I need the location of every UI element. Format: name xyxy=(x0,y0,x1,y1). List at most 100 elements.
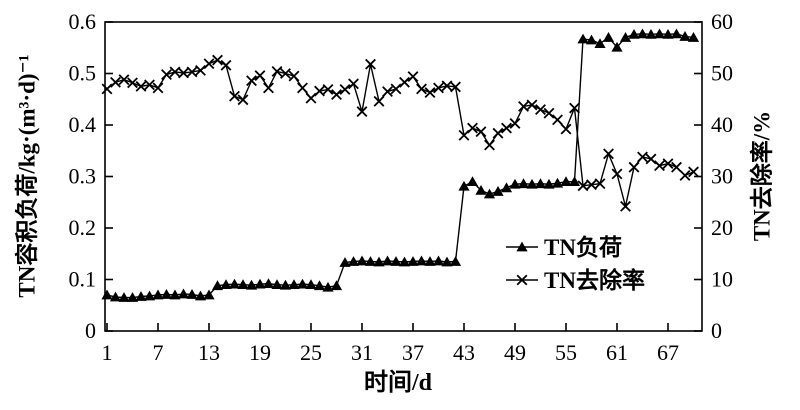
x-marker xyxy=(637,151,648,163)
x-tick-label: 25 xyxy=(300,340,322,365)
x-marker xyxy=(237,94,249,106)
triangle-marker xyxy=(296,278,309,289)
triangle-marker xyxy=(441,256,453,267)
x-tick-label: 31 xyxy=(351,340,373,365)
triangle-marker xyxy=(407,256,419,266)
triangle-marker xyxy=(313,280,326,291)
x-marker xyxy=(322,84,334,95)
x-marker xyxy=(127,77,138,89)
x-marker xyxy=(458,129,470,141)
y-axis-title-left: TN容积负荷/kg·(m³·d)⁻¹ xyxy=(14,54,40,298)
legend-label-tn-load: TN负荷 xyxy=(544,235,622,260)
axis-ticks xyxy=(105,21,702,332)
x-marker xyxy=(679,170,691,181)
x-marker xyxy=(569,102,580,114)
triangle-marker xyxy=(653,28,666,39)
y-left-tick-label: 0.6 xyxy=(69,9,97,34)
x-marker xyxy=(348,78,359,90)
x-marker xyxy=(484,139,495,151)
triangle-marker xyxy=(364,256,377,266)
triangle-marker xyxy=(347,256,360,266)
x-marker xyxy=(501,122,512,134)
triangle-marker xyxy=(211,280,224,291)
x-marker xyxy=(271,66,283,77)
y-right-tick-label: 10 xyxy=(711,267,733,292)
triangle-marker xyxy=(398,256,411,267)
triangle-marker xyxy=(305,279,317,290)
x-tick-label: 49 xyxy=(504,340,526,365)
x-marker xyxy=(220,59,232,71)
triangle-marker xyxy=(279,279,292,290)
x-tick-label: 55 xyxy=(555,340,577,365)
x-marker xyxy=(603,148,614,160)
triangle-marker xyxy=(245,279,258,290)
x-marker xyxy=(246,75,257,87)
triangle-marker xyxy=(339,257,351,267)
triangle-marker xyxy=(126,292,139,302)
y-right-tick-label: 50 xyxy=(711,61,733,86)
x-marker xyxy=(518,101,529,112)
x-marker xyxy=(331,89,342,101)
x-marker xyxy=(186,66,198,78)
triangle-marker xyxy=(594,38,606,49)
x-marker xyxy=(560,123,572,135)
triangle-marker xyxy=(466,176,479,187)
x-marker xyxy=(450,81,461,93)
triangle-marker xyxy=(220,279,232,290)
triangle-marker xyxy=(509,178,521,189)
triangle-marker xyxy=(492,186,504,196)
triangle-marker xyxy=(619,32,632,42)
x-marker xyxy=(305,92,317,104)
triangle-marker xyxy=(449,256,462,266)
triangle-marker xyxy=(526,178,538,189)
triangle-marker xyxy=(322,281,334,292)
triangle-marker xyxy=(636,28,649,39)
series-line xyxy=(106,33,694,299)
triangle-marker xyxy=(500,182,513,193)
x-marker xyxy=(144,79,155,91)
triangle-marker xyxy=(432,255,445,266)
y-right-tick-label: 60 xyxy=(711,9,733,34)
triangle-marker xyxy=(662,28,674,39)
triangle-marker xyxy=(356,255,368,266)
triangle-marker xyxy=(135,291,147,301)
x-marker xyxy=(433,82,444,94)
triangle-marker xyxy=(483,188,496,199)
triangle-marker xyxy=(390,256,402,266)
x-marker xyxy=(516,274,528,286)
x-tick-label: 37 xyxy=(402,340,424,365)
x-marker xyxy=(161,69,172,80)
x-marker xyxy=(526,99,538,111)
x-marker xyxy=(365,58,376,70)
x-axis-title: 时间/d xyxy=(363,370,433,396)
x-marker xyxy=(611,168,623,180)
x-marker xyxy=(475,126,487,138)
x-marker xyxy=(467,122,478,134)
x-marker xyxy=(212,54,223,66)
x-marker xyxy=(373,95,385,107)
x-marker xyxy=(118,74,130,86)
x-marker xyxy=(671,161,682,173)
series-tn-load xyxy=(101,28,700,302)
x-tick-label: 19 xyxy=(249,340,271,365)
x-marker xyxy=(135,80,147,92)
legend: TN负荷 TN去除率 xyxy=(506,235,645,293)
x-marker xyxy=(594,178,606,190)
x-marker xyxy=(552,114,563,126)
triangle-marker xyxy=(143,290,156,301)
series-tn-removal xyxy=(101,54,699,212)
triangle-marker xyxy=(551,177,564,188)
triangle-marker xyxy=(679,31,691,41)
triangle-marker xyxy=(109,291,122,302)
triangle-marker xyxy=(262,278,275,289)
x-marker xyxy=(101,83,113,95)
y-left-tick-label: 0.4 xyxy=(69,112,97,137)
x-marker xyxy=(356,106,368,118)
y-left-tick-label: 0.1 xyxy=(69,267,97,292)
x-marker xyxy=(654,160,665,172)
x-tick-label: 43 xyxy=(453,340,475,365)
x-marker xyxy=(535,104,546,115)
x-marker xyxy=(620,200,631,212)
y-left-tick-label: 0.3 xyxy=(69,164,97,189)
